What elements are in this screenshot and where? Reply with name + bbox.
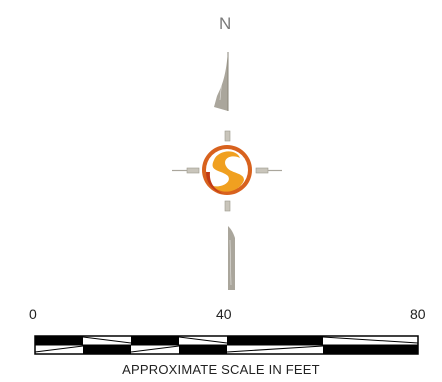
north-label: N	[219, 14, 232, 33]
scale-label-start: 0	[29, 306, 37, 322]
scale-caption: APPROXIMATE SCALE IN FEET	[122, 362, 320, 377]
compass-ticks	[172, 130, 282, 212]
south-needle-icon	[228, 226, 235, 290]
scale-label-mid: 40	[216, 306, 232, 322]
scale-label-end: 80	[410, 306, 426, 322]
scale-bar	[34, 335, 419, 355]
compass-emblem-icon	[202, 145, 252, 195]
north-needle-icon	[214, 52, 229, 111]
